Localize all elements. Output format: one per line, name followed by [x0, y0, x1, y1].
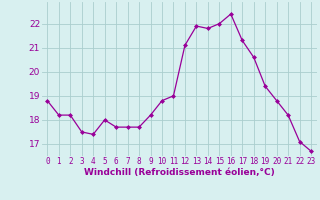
X-axis label: Windchill (Refroidissement éolien,°C): Windchill (Refroidissement éolien,°C): [84, 168, 275, 177]
